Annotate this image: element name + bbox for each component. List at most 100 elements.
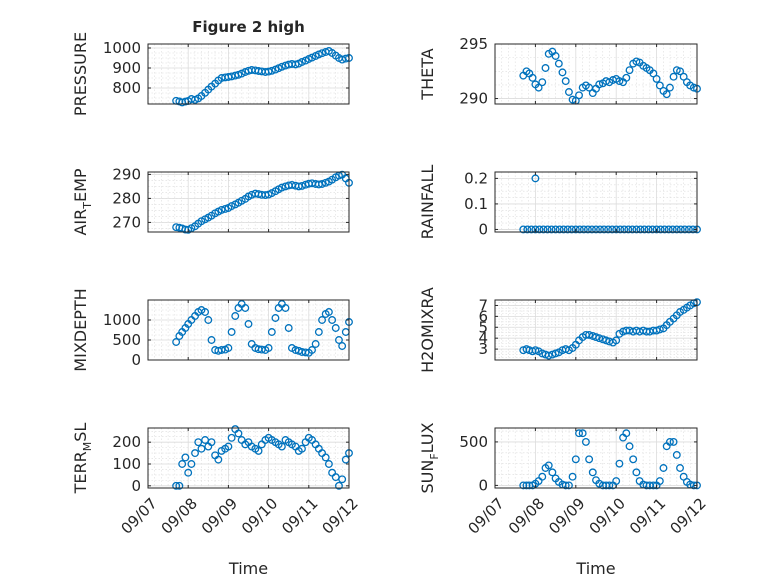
data-point xyxy=(625,442,634,451)
data-point xyxy=(575,429,583,438)
y-tick-label: 290 xyxy=(112,165,141,183)
axes-box xyxy=(494,43,698,105)
chart-title: Figure 2 high xyxy=(192,18,305,36)
data-point xyxy=(321,453,330,462)
y-tick-label: 0 xyxy=(478,220,488,238)
data-point xyxy=(172,481,181,490)
data-point xyxy=(221,205,230,213)
x-tick-label: 09/12 xyxy=(318,494,361,537)
y-tick-label: 0 xyxy=(478,476,488,494)
subplot-4: 0 0.1 0.2 RAINFALL xyxy=(418,165,701,240)
data-point xyxy=(561,77,570,86)
y-tick-label: 280 xyxy=(112,189,141,207)
data-point xyxy=(237,69,246,78)
y-axis-label: RAINFALL xyxy=(418,165,437,240)
y-tick-label: 7 xyxy=(478,296,488,314)
data-point xyxy=(217,205,226,214)
data-point xyxy=(660,225,669,234)
data-point xyxy=(571,225,580,234)
data-point xyxy=(605,481,614,490)
data-point xyxy=(656,225,665,234)
data-point xyxy=(579,225,588,234)
axes-box xyxy=(147,427,350,489)
data-point xyxy=(264,67,273,76)
data-point xyxy=(652,225,661,234)
y-tick-label: 1000 xyxy=(103,39,141,57)
data-point xyxy=(585,330,594,339)
data-point xyxy=(612,477,621,485)
data-point xyxy=(201,308,210,316)
data-point xyxy=(629,455,638,464)
data-point xyxy=(669,437,678,446)
data-point xyxy=(548,468,557,477)
y-tick-label: 500 xyxy=(459,433,488,451)
x-tick-label: 09/07 xyxy=(117,494,160,537)
x-tick-label: 09/10 xyxy=(586,494,629,537)
data-point xyxy=(538,78,547,87)
x-axis-label: Time xyxy=(575,559,615,578)
x-tick-label: 09/09 xyxy=(545,494,588,537)
data-point xyxy=(519,225,528,234)
x-tick-label: 09/09 xyxy=(198,494,241,537)
data-point xyxy=(187,460,196,468)
data-point xyxy=(628,225,637,234)
subplot-1: 800 900 1000 PRESSURE Figure 2 high xyxy=(71,18,353,116)
y-tick-label: 500 xyxy=(112,331,141,349)
axes-box xyxy=(494,299,698,361)
data-point xyxy=(214,455,223,464)
data-point xyxy=(568,472,577,481)
data-point xyxy=(652,74,661,83)
data-point xyxy=(227,202,236,211)
data-point xyxy=(277,183,286,192)
data-point xyxy=(632,468,641,477)
data-point xyxy=(581,437,590,446)
data-point xyxy=(544,351,553,360)
y-tick-label: 0.1 xyxy=(464,195,488,213)
data-point xyxy=(668,225,677,234)
data-point xyxy=(523,225,532,234)
data-point xyxy=(558,68,567,77)
data-point xyxy=(207,336,216,344)
data-point xyxy=(595,479,604,488)
y-axis-label: SUNFLUX xyxy=(418,422,441,493)
axes-box xyxy=(147,299,350,361)
data-point xyxy=(564,88,573,96)
y-tick-label: 0.2 xyxy=(464,169,488,187)
y-tick-label: 295 xyxy=(459,35,488,53)
data-point xyxy=(669,72,678,81)
data-point xyxy=(531,174,540,183)
y-tick-label: 0 xyxy=(131,477,141,495)
y-tick-label: 1000 xyxy=(103,311,141,329)
data-point xyxy=(592,225,600,234)
data-point xyxy=(680,225,689,234)
data-point xyxy=(655,81,664,90)
x-tick-label: 09/07 xyxy=(464,494,507,537)
data-point xyxy=(563,225,572,234)
data-point xyxy=(207,438,216,447)
y-axis-label: TERRMSL xyxy=(71,423,94,495)
data-point xyxy=(267,328,276,336)
data-point xyxy=(217,346,226,354)
data-point xyxy=(184,468,193,477)
data-point xyxy=(644,225,653,234)
data-point xyxy=(672,225,681,234)
axes-box xyxy=(147,43,350,105)
x-tick-label: 09/11 xyxy=(278,494,321,537)
data-point xyxy=(267,66,276,75)
data-point xyxy=(585,455,594,464)
data-point xyxy=(539,225,548,234)
data-point xyxy=(227,433,236,442)
x-tick-label: 09/08 xyxy=(158,494,201,537)
data-point xyxy=(338,475,347,484)
y-axis-label: MIXDEPTH xyxy=(71,288,90,371)
data-point xyxy=(178,460,187,468)
data-point xyxy=(595,334,604,343)
y-axis-label: H2OMIXRA xyxy=(418,287,437,373)
subplot-3: 270 280 290 AIRTEMP xyxy=(71,165,353,236)
data-point xyxy=(575,91,583,100)
data-point xyxy=(600,225,609,234)
y-tick-label: 100 xyxy=(112,455,141,473)
data-point xyxy=(648,225,657,234)
data-point xyxy=(194,438,203,447)
